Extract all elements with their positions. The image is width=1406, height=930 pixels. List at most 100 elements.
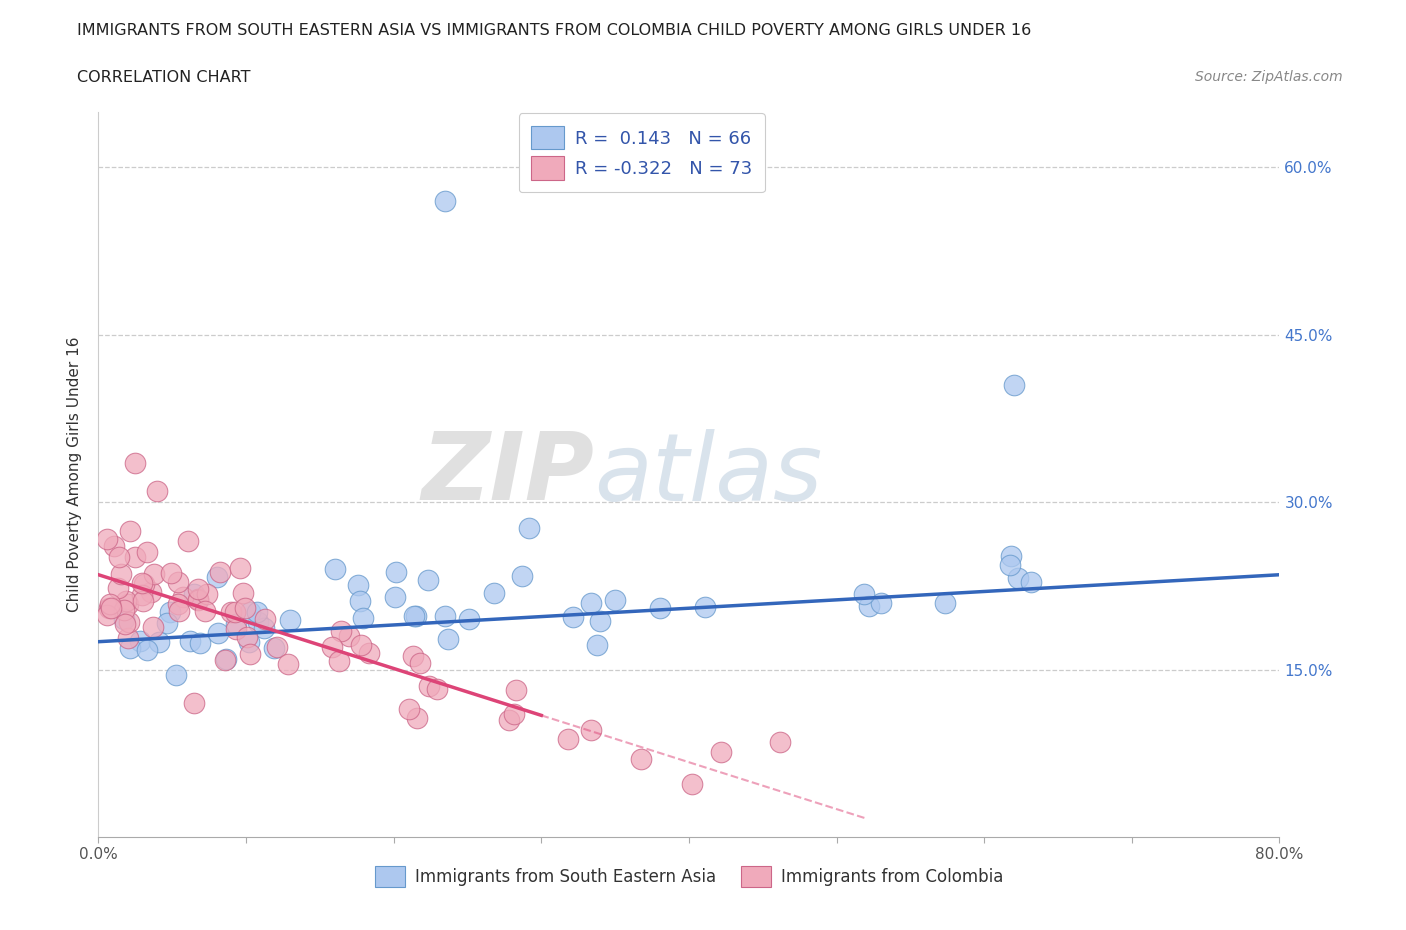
Point	[236, 630, 259, 644]
Point	[142, 619, 165, 634]
Point	[405, 608, 427, 623]
Point	[246, 614, 269, 629]
Point	[359, 645, 381, 660]
Point	[131, 576, 153, 591]
Point	[404, 608, 426, 623]
Point	[934, 595, 956, 610]
Point	[347, 578, 370, 592]
Point	[263, 641, 285, 656]
Point	[224, 604, 246, 619]
Point	[142, 566, 165, 581]
Point	[156, 616, 179, 631]
Point	[349, 594, 371, 609]
Point	[228, 561, 250, 576]
Point	[219, 604, 242, 619]
Point	[253, 612, 276, 627]
Point	[96, 607, 118, 622]
Point	[107, 550, 129, 565]
Point	[183, 696, 205, 711]
Y-axis label: Child Poverty Among Girls Under 16: Child Poverty Among Girls Under 16	[67, 337, 83, 612]
Point	[124, 550, 146, 565]
Point	[437, 632, 460, 647]
Point	[278, 612, 301, 627]
Point	[194, 604, 217, 618]
Point	[1007, 571, 1029, 586]
Text: Source: ZipAtlas.com: Source: ZipAtlas.com	[1195, 70, 1343, 84]
Point	[239, 604, 262, 619]
Point	[510, 568, 533, 583]
Point	[129, 633, 152, 648]
Point	[350, 638, 373, 653]
Point	[579, 723, 602, 737]
Point	[214, 653, 236, 668]
Point	[405, 711, 427, 725]
Point	[215, 651, 238, 666]
Point	[1019, 574, 1042, 589]
Point	[112, 603, 135, 618]
Point	[188, 635, 211, 650]
Point	[238, 634, 260, 649]
Point	[239, 646, 262, 661]
Point	[98, 597, 121, 612]
Point	[266, 640, 288, 655]
Point	[167, 604, 190, 618]
Point	[124, 456, 146, 471]
Point	[352, 610, 374, 625]
Point	[118, 641, 141, 656]
Point	[433, 608, 456, 623]
Point	[167, 597, 190, 612]
Point	[398, 701, 420, 716]
Point	[630, 751, 652, 766]
Point	[384, 589, 406, 604]
Point	[557, 731, 579, 746]
Point	[852, 587, 875, 602]
Point	[1002, 378, 1025, 392]
Point	[426, 682, 449, 697]
Point	[112, 612, 135, 627]
Point	[648, 601, 671, 616]
Point	[998, 558, 1021, 573]
Point	[114, 617, 136, 631]
Point	[115, 593, 138, 608]
Point	[225, 622, 247, 637]
Point	[710, 744, 733, 759]
Point	[187, 591, 209, 606]
Point	[277, 657, 299, 671]
Text: IMMIGRANTS FROM SOUTH EASTERN ASIA VS IMMIGRANTS FROM COLOMBIA CHILD POVERTY AMO: IMMIGRANTS FROM SOUTH EASTERN ASIA VS IM…	[77, 23, 1032, 38]
Point	[503, 707, 526, 722]
Point	[172, 590, 194, 604]
Point	[131, 588, 153, 603]
Point	[208, 565, 231, 579]
Point	[166, 575, 188, 590]
Point	[323, 562, 346, 577]
Point	[505, 683, 527, 698]
Point	[402, 649, 425, 664]
Point	[139, 584, 162, 599]
Point	[253, 621, 276, 636]
Text: atlas: atlas	[595, 429, 823, 520]
Point	[418, 678, 440, 693]
Point	[165, 667, 187, 682]
Point	[207, 626, 229, 641]
Point	[135, 643, 157, 658]
Point	[482, 586, 505, 601]
Point	[225, 617, 247, 631]
Point	[769, 735, 792, 750]
Point	[107, 580, 129, 595]
Point	[231, 586, 253, 601]
Point	[179, 633, 201, 648]
Point	[321, 640, 343, 655]
Point	[409, 656, 432, 671]
Point	[328, 654, 350, 669]
Point	[330, 624, 353, 639]
Point	[588, 614, 610, 629]
Point	[337, 629, 360, 644]
Text: ZIP: ZIP	[422, 429, 595, 520]
Point	[418, 573, 440, 588]
Point	[132, 593, 155, 608]
Point	[245, 604, 267, 619]
Point	[579, 596, 602, 611]
Point	[159, 605, 181, 620]
Point	[96, 532, 118, 547]
Point	[103, 538, 125, 553]
